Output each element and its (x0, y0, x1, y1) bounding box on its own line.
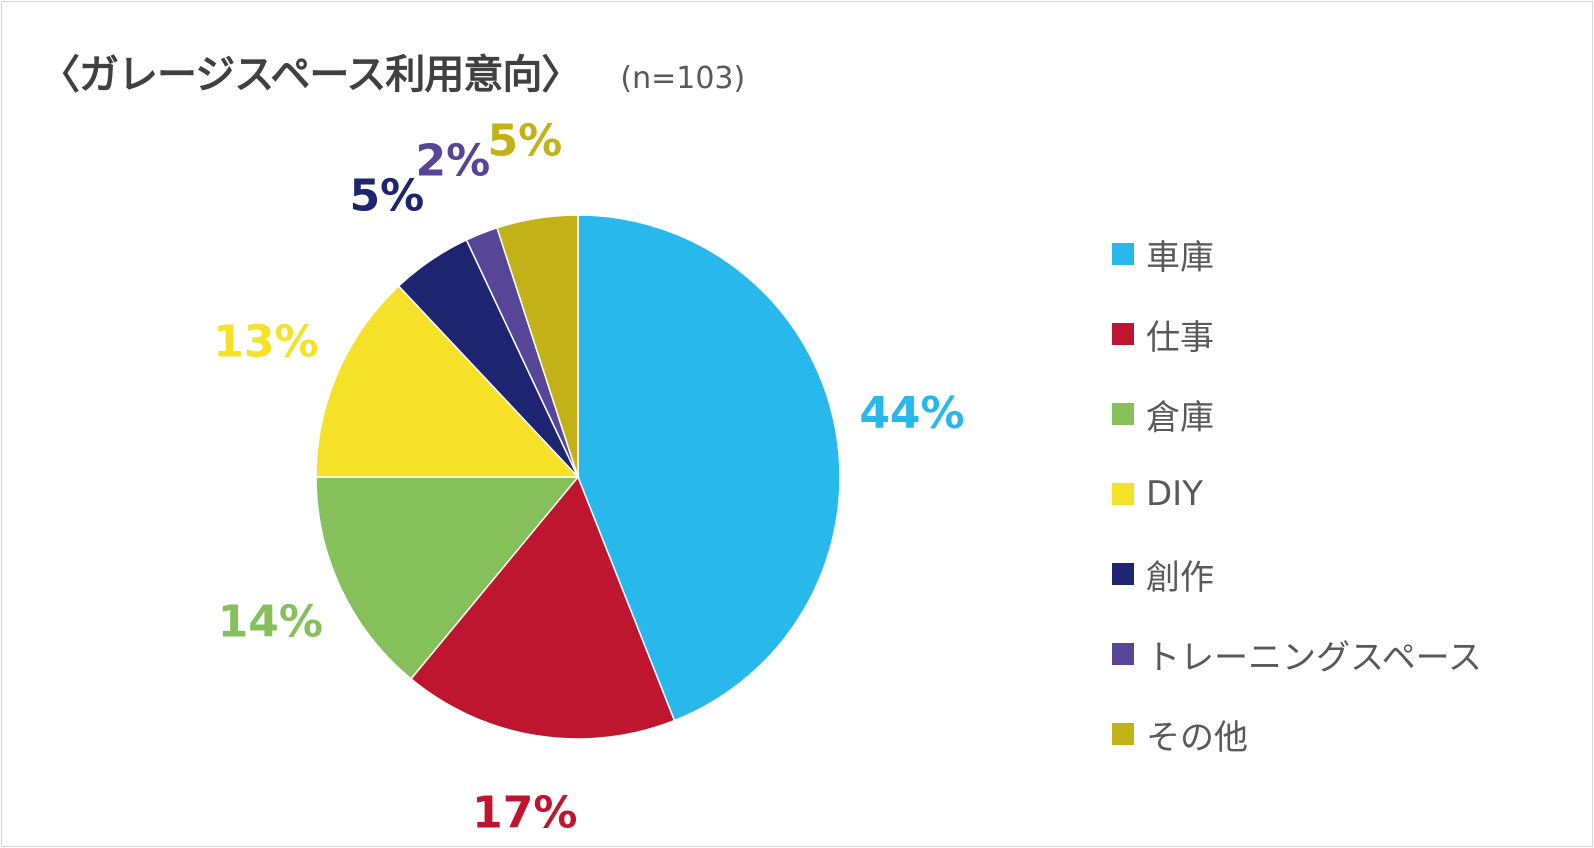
legend-swatch (1112, 563, 1134, 585)
data-label-diy: 13% (213, 316, 318, 367)
chart-sample-size: (n=103) (620, 61, 746, 96)
pie-labels: 44% 17% 14% 13% 5%2%5% (213, 116, 964, 839)
pie-slice-garage (577, 214, 841, 722)
data-label-work: 17% (472, 787, 577, 838)
legend-swatch (1112, 643, 1134, 665)
pie-slice-diy (315, 284, 580, 478)
legend-label: 創作 (1146, 557, 1214, 598)
pie-slice-storage (315, 476, 580, 680)
legend-label: その他 (1146, 717, 1248, 758)
legend-label: 仕事 (1146, 317, 1214, 358)
legend-item-creation: 創作 (1112, 534, 1482, 614)
legend-swatch (1112, 323, 1134, 345)
data-label-storage: 14% (218, 596, 323, 647)
legend-swatch (1112, 723, 1134, 745)
pie-slice-work (409, 475, 676, 740)
data-label-creation: 5% (350, 170, 425, 221)
legend-item-garage: 車庫 (1112, 214, 1482, 294)
legend-label: 倉庫 (1146, 397, 1214, 438)
data-label-other: 5% (487, 116, 562, 167)
legend: 車庫仕事倉庫 DIY 創作トレーニングスペース その他 (1112, 214, 1482, 774)
pie-slices (315, 214, 841, 740)
data-label-training: 2% (415, 135, 490, 186)
legend-label: トレーニングスペース (1146, 637, 1482, 678)
data-label-garage: 44% (859, 388, 964, 439)
legend-swatch (1112, 243, 1134, 265)
legend-item-work: 仕事 (1112, 294, 1482, 374)
legend-item-other: その他 (1112, 694, 1482, 774)
legend-item-training: トレーニングスペース (1112, 614, 1482, 694)
legend-swatch (1112, 403, 1134, 425)
legend-item-storage: 倉庫 (1112, 374, 1482, 454)
legend-swatch (1112, 483, 1134, 505)
pie-slice-other (496, 214, 579, 478)
legend-label: DIY (1146, 474, 1203, 514)
legend-label: 車庫 (1146, 237, 1214, 278)
chart-title-main: 〈ガレージスペース利用意向〉 (40, 52, 581, 98)
legend-item-diy: DIY (1112, 454, 1482, 534)
chart-title: 〈ガレージスペース利用意向〉 (n=103) (40, 42, 745, 100)
